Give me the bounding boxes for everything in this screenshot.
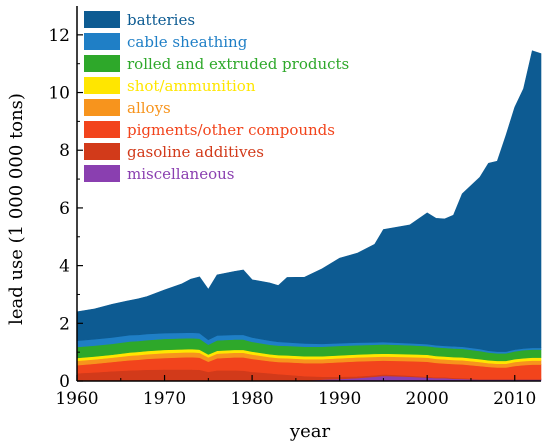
legend-label-cable-sheathing: cable sheathing	[127, 33, 248, 51]
axes	[76, 6, 541, 382]
legend-swatch-alloys	[84, 99, 120, 116]
legend-label-miscellaneous: miscellaneous	[127, 165, 234, 183]
y-tick-label: 8	[59, 141, 70, 161]
legend-label-alloys: alloys	[127, 99, 171, 117]
y-axis-title: lead use (1 000 000 tons)	[6, 93, 27, 325]
legend-swatch-miscellaneous	[84, 165, 120, 182]
y-tick-label: 6	[59, 199, 70, 219]
legend-swatch-pigments-other-compounds	[84, 121, 120, 138]
tick-labels: 1960 1970 1980 1990 2000 2010 0 2 4 6 8 10 12	[48, 26, 536, 409]
y-tick-label: 12	[48, 26, 70, 46]
legend-swatch-batteries	[84, 11, 120, 28]
x-tick-label: 1990	[318, 389, 361, 409]
legend-label-pigments-other-compounds: pigments/other compounds	[127, 121, 335, 139]
x-tick-label: 2000	[406, 389, 449, 409]
x-tick-label: 1960	[55, 389, 98, 409]
legend-label-shot-ammunition: shot/ammunition	[127, 77, 256, 95]
legend-swatch-rolled-and-extruded-products	[84, 55, 120, 72]
x-tick-label: 1970	[143, 389, 186, 409]
y-tick-label: 4	[59, 257, 70, 277]
x-axis-title: year	[289, 421, 331, 442]
legend-swatch-cable-sheathing	[84, 33, 120, 50]
stacked-areas	[76, 50, 542, 382]
legend: batteries cable sheathing rolled and extru…	[84, 11, 349, 183]
legend-label-gasoline-additives: gasoline additives	[127, 143, 264, 161]
x-tick-label: 2010	[493, 389, 536, 409]
area-batteries	[76, 50, 542, 352]
y-tick-label: 2	[59, 314, 70, 334]
y-tick-label: 10	[48, 84, 70, 104]
legend-label-batteries: batteries	[127, 11, 195, 29]
y-tick-label: 0	[59, 372, 70, 392]
x-tick-label: 1980	[230, 389, 273, 409]
legend-swatch-gasoline-additives	[84, 143, 120, 160]
legend-label-rolled-and-extruded-products: rolled and extruded products	[127, 55, 349, 73]
legend-swatch-shot-ammunition	[84, 77, 120, 94]
